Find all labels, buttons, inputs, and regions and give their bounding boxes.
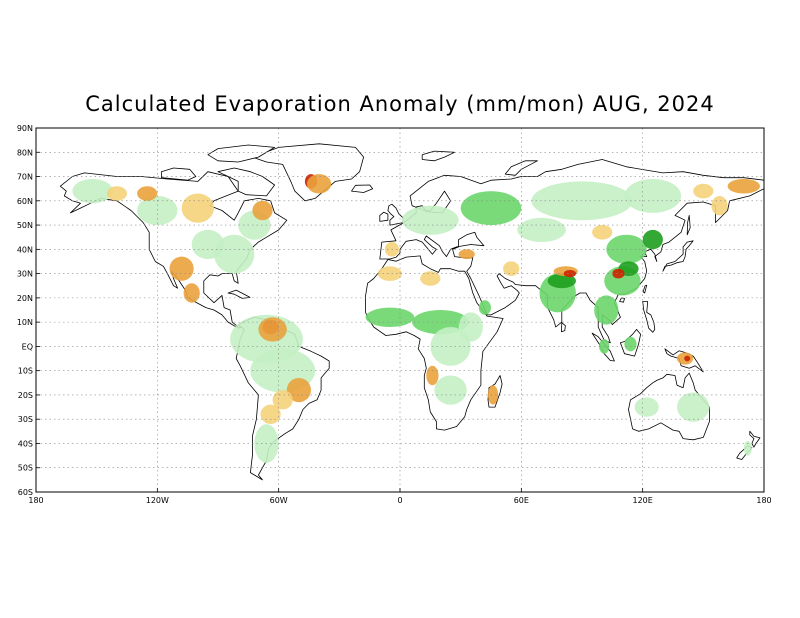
lon-tick-label: 120W (146, 496, 169, 505)
anomaly-east-africa (458, 312, 483, 342)
lat-tick-label: EQ (22, 342, 33, 351)
lat-tick-label: 20N (17, 294, 33, 303)
lat-tick-label: 50N (17, 221, 33, 230)
anomaly-mongolia-dry (592, 225, 613, 240)
landmass-taiwan (642, 284, 648, 294)
anomaly-iran-dry (503, 261, 520, 277)
anomaly-india-north (547, 273, 576, 289)
anomaly-china-dry (612, 268, 625, 279)
landmass-ellesmere-island (207, 144, 276, 163)
landmass-svalbard (421, 150, 456, 162)
anomaly-europe (402, 205, 459, 235)
anomaly-paraguay-dry (272, 390, 293, 410)
landmass-great-britain (387, 203, 404, 226)
lon-tick-label: 60W (270, 496, 288, 505)
anomaly-chukotka-dry (727, 178, 760, 194)
landmass-cuba (227, 289, 251, 299)
anomaly-alaska (72, 179, 113, 204)
landmass-sri-lanka (561, 322, 566, 333)
anomaly-canada-central (181, 193, 214, 223)
anomaly-russia-west (460, 191, 522, 226)
landmass-north-america (59, 171, 288, 329)
landmass-new-zealand-north (749, 430, 761, 448)
landmass-greenland (251, 143, 365, 202)
anomaly-sahel-west (365, 307, 415, 327)
landmass-ireland (379, 211, 389, 222)
anomaly-sahara-nw (377, 266, 402, 281)
anomaly-venezuela-ring (258, 317, 287, 342)
lat-tick-label: 10N (17, 318, 33, 327)
lat-tick-label: 70N (17, 173, 33, 182)
anomaly-alaska-dry (106, 186, 127, 201)
anomaly-yukon-dry (137, 186, 158, 201)
map-plot-area (35, 127, 765, 493)
lat-tick-label: 10S (18, 367, 33, 376)
anomaly-argentina-dry (260, 404, 281, 424)
landmass-philippines (642, 301, 656, 333)
anomaly-mexico-dry (183, 283, 200, 303)
anomaly-nz-green (743, 441, 752, 456)
landmass-hainan (619, 297, 625, 303)
anomaly-southern-africa (434, 375, 467, 405)
anomaly-himalaya-hot (563, 270, 577, 278)
landmass-victoria-island (160, 167, 197, 181)
lat-tick-label: 30S (18, 415, 33, 424)
anomaly-us-southwest (169, 256, 194, 281)
lat-tick-label: 60N (17, 197, 33, 206)
anomaly-new-guinea-hot (684, 355, 691, 362)
lon-tick-labels: 180 120W 60W 0 60E 120E 180 (28, 488, 772, 505)
lat-tick-label: 50S (18, 464, 33, 473)
lat-tick-label: 40N (17, 245, 33, 254)
anomaly-turkey-dry (458, 249, 475, 260)
anomaly-australia-east (677, 392, 710, 422)
lon-tick-label: 180 (28, 496, 43, 505)
landmass-iceland (351, 184, 374, 193)
lon-tick-label: 0 (397, 496, 402, 505)
lon-tick-label: 60E (514, 496, 529, 505)
anomaly-australia-west (634, 397, 659, 417)
lon-tick-label: 120E (633, 496, 653, 505)
lat-tick-label: 20S (18, 391, 33, 400)
map-title: Calculated Evaporation Anomaly (mm/mon) … (85, 92, 715, 116)
anomaly-brazil-dry (286, 378, 311, 403)
lat-tick-label: 60S (18, 488, 33, 497)
anomaly-se-asia (594, 295, 619, 325)
lat-tick-label: 30N (17, 270, 33, 279)
landmass-baffin-island (217, 167, 276, 197)
anomaly-us-central (191, 229, 225, 260)
lat-tick-label: 90N (17, 124, 33, 133)
lat-tick-labels: 90N 80N 70N 60N 50N 40N 30N 20N 10N EQ 10S 20S 30S 40… (17, 124, 40, 497)
anomaly-kazakhstan (517, 217, 566, 242)
lat-tick-label: 80N (17, 148, 33, 157)
landmass-japan (662, 240, 694, 272)
anomaly-manchuria (642, 229, 663, 250)
anomaly-greenland-edge (307, 174, 332, 194)
anomaly-kamchatka-dry (711, 196, 728, 216)
anomaly-angola-dry (426, 365, 439, 386)
anomaly-quebec-dry (252, 200, 273, 221)
landmass-novaya-zemlya (504, 160, 538, 176)
anomaly-borneo-green (624, 336, 637, 352)
anomaly-yakutia (624, 178, 682, 213)
lat-tick-label: 40S (18, 439, 33, 448)
anomaly-madagascar-dry (487, 385, 499, 405)
anomaly-arabia-green (478, 300, 491, 315)
anomaly-east-siberia-dry (693, 183, 714, 199)
anomaly-libya-dry (420, 271, 441, 286)
anomaly-us-east (214, 234, 255, 274)
lon-tick-label: 180 (756, 496, 771, 505)
